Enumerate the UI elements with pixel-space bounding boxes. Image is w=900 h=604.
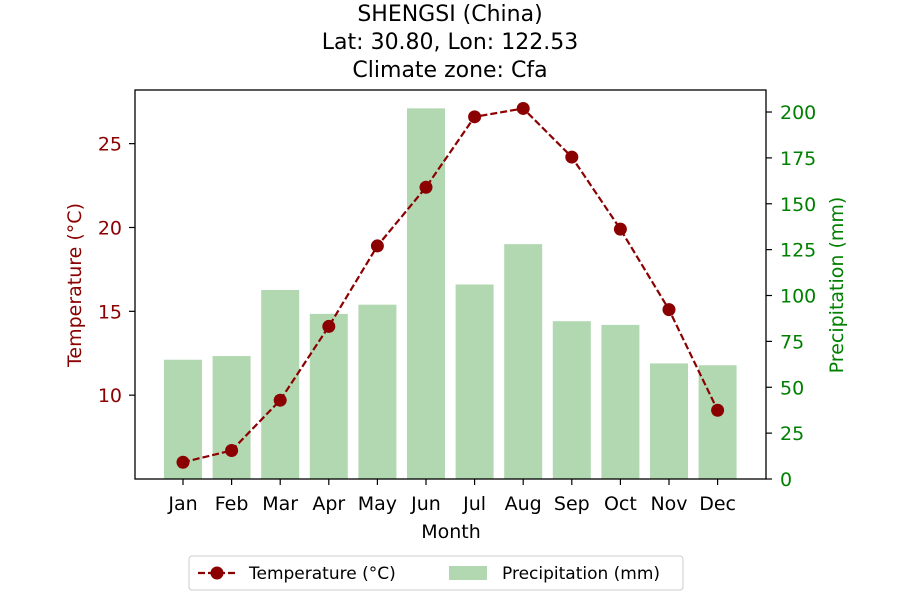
precipitation-bar	[504, 244, 543, 479]
axes-frame	[134, 89, 767, 480]
precipitation-bar	[650, 363, 688, 479]
right-axis-label: Precipitation (mm)	[826, 197, 848, 374]
legend-precipitation-label: Precipitation (mm)	[502, 564, 660, 584]
temperature-point	[662, 303, 676, 317]
left-tick-label: 20	[98, 217, 122, 239]
temperature-series	[176, 101, 725, 469]
left-tick-label: 10	[98, 385, 122, 407]
x-tick-label: Dec	[699, 493, 736, 515]
left-tick-label: 25	[98, 134, 122, 156]
chart-title: SHENGSI (China) Lat: 30.80, Lon: 122.53 …	[322, 2, 578, 83]
precipitation-bar	[601, 324, 640, 479]
right-tick-label: 0	[780, 469, 792, 491]
legend-frame	[188, 555, 684, 591]
right-tick-label: 125	[780, 240, 816, 262]
legend-temperature-label: Temperature (°C)	[248, 564, 396, 584]
temperature-point	[468, 110, 482, 124]
x-tick-label: Apr	[312, 493, 345, 515]
precipitation-bar	[358, 304, 397, 479]
x-tick-label: Jan	[167, 493, 197, 515]
chart-title-line-3: Climate zone: Cfa	[352, 58, 547, 83]
temperature-point	[322, 319, 336, 333]
chart-title-line-2: Lat: 30.80, Lon: 122.53	[322, 30, 578, 55]
temperature-point	[711, 403, 725, 417]
left-axis-label: Temperature (°C)	[64, 203, 86, 368]
temperature-point	[225, 443, 239, 457]
right-tick-label: 200	[780, 102, 816, 124]
legend-temperature-marker	[210, 566, 224, 580]
precipitation-bars	[164, 108, 737, 479]
temperature-line	[182, 107, 719, 464]
precipitation-bar	[309, 313, 348, 479]
right-tick-label: 50	[780, 377, 804, 399]
temperature-point	[613, 222, 627, 236]
x-tick-label: Jun	[410, 493, 441, 515]
temperature-point	[516, 101, 530, 115]
plot-frame	[134, 89, 767, 480]
precipitation-bar	[407, 108, 445, 479]
x-axis-label: Month	[421, 521, 481, 543]
right-tick-label: 25	[780, 423, 804, 445]
left-axis-ticks: 10 15 20 25	[98, 134, 135, 407]
right-axis-ticks: 0 25 50 75 100 125 150 175 200	[766, 102, 816, 491]
left-tick-label: 15	[98, 301, 122, 323]
x-tick-label: Aug	[505, 493, 542, 515]
x-tick-label: Feb	[215, 493, 249, 515]
x-tick-label: Sep	[554, 493, 590, 515]
x-tick-label: May	[358, 493, 397, 515]
chart-title-line-1: SHENGSI (China)	[357, 2, 542, 27]
temperature-point	[176, 455, 190, 469]
x-axis-ticks: Jan Feb Mar Apr May Jun Jul Aug Sep Oct Nov Dec	[167, 479, 736, 515]
legend-precipitation-swatch	[449, 566, 487, 580]
right-tick-label: 150	[780, 194, 816, 216]
right-tick-label: 175	[780, 148, 816, 170]
temperature-point	[370, 239, 384, 253]
precipitation-bar	[455, 284, 494, 479]
right-tick-label: 100	[780, 286, 816, 308]
x-tick-label: Jul	[462, 493, 486, 515]
precipitation-bar	[552, 321, 591, 479]
temperature-point	[565, 150, 579, 164]
right-tick-label: 75	[780, 331, 804, 353]
precipitation-bar	[212, 356, 251, 479]
legend: Temperature (°C) Precipitation (mm)	[188, 555, 684, 591]
x-tick-label: Mar	[262, 493, 298, 515]
precipitation-bar	[261, 290, 300, 479]
temperature-point	[273, 393, 287, 407]
temperature-point	[419, 180, 433, 194]
x-tick-label: Oct	[604, 493, 637, 515]
x-tick-label: Nov	[650, 493, 687, 515]
